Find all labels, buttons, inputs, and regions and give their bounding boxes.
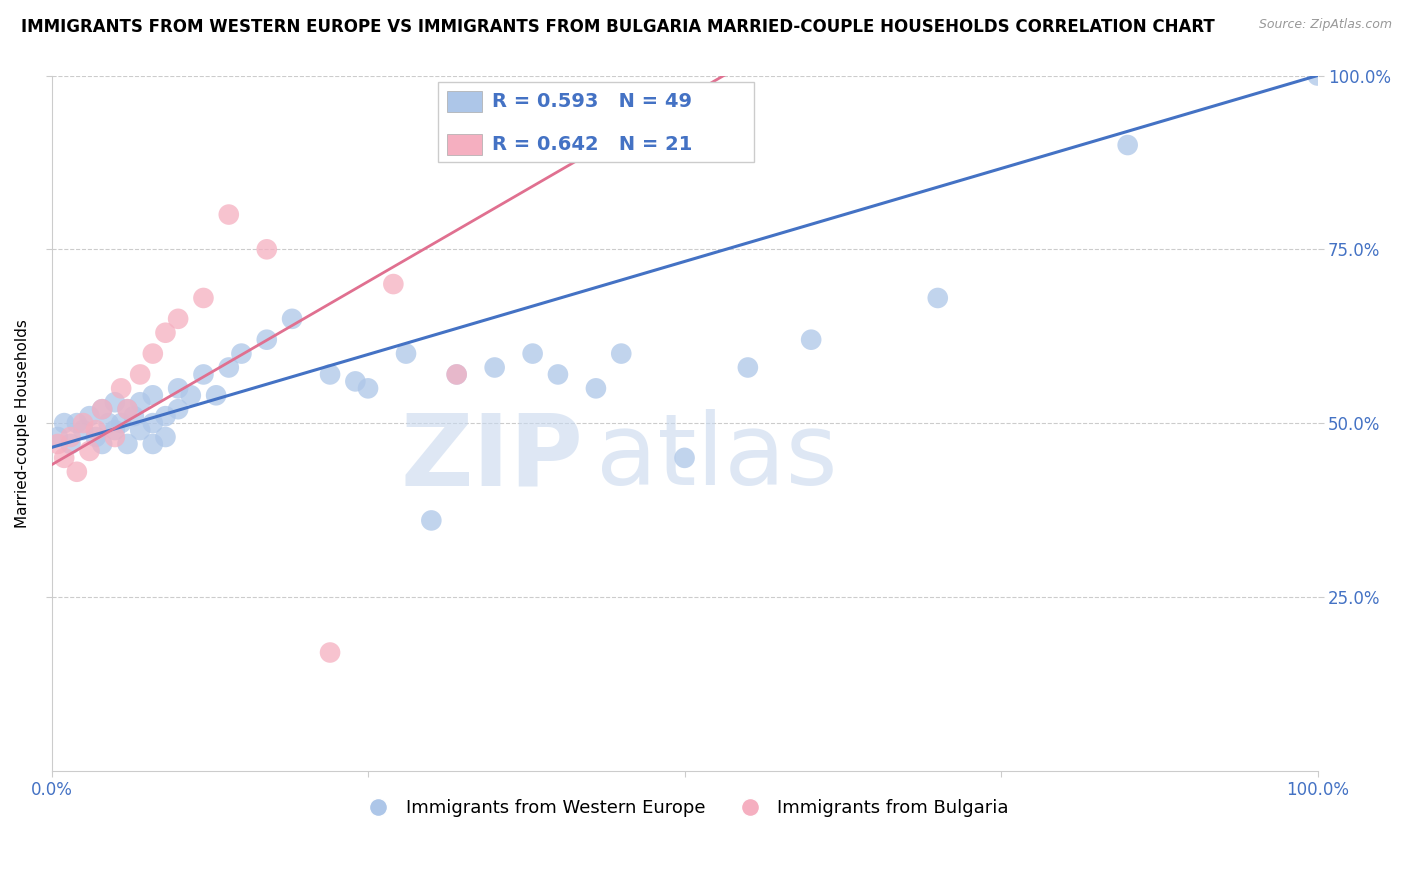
Point [180,388,202,402]
FancyBboxPatch shape [437,82,754,162]
Text: Source: ZipAtlas.com: Source: ZipAtlas.com [1258,18,1392,31]
Point [117,402,139,417]
Point [446,368,468,382]
Point [142,416,165,430]
Point [155,409,177,424]
Point [167,402,190,417]
Point [66,416,89,430]
Point [1306,69,1329,83]
Point [142,437,165,451]
Point [46,430,69,444]
Text: R = 0.642   N = 21: R = 0.642 N = 21 [492,135,693,153]
Point [218,360,240,375]
Point [72,423,94,437]
Point [319,646,342,660]
Point [522,346,544,360]
Point [585,381,607,395]
Point [205,388,228,402]
Point [122,409,145,424]
Point [104,395,127,409]
Point [117,437,139,451]
Point [193,291,215,305]
FancyBboxPatch shape [447,134,482,155]
Point [91,402,114,417]
Point [53,416,76,430]
Point [167,311,190,326]
Point [155,326,177,340]
Point [547,368,569,382]
Text: ZIP: ZIP [401,409,583,507]
Point [91,402,114,417]
Point [142,388,165,402]
Legend: Immigrants from Western Europe, Immigrants from Bulgaria: Immigrants from Western Europe, Immigran… [353,792,1017,824]
Point [97,416,120,430]
Point [53,450,76,465]
Point [117,402,139,417]
Point [79,409,101,424]
Point [1116,138,1139,153]
Y-axis label: Married-couple Households: Married-couple Households [15,318,30,527]
Point [59,430,82,444]
Point [484,360,506,375]
Point [104,423,127,437]
Point [84,423,107,437]
Point [420,513,443,527]
Text: IMMIGRANTS FROM WESTERN EUROPE VS IMMIGRANTS FROM BULGARIA MARRIED-COUPLE HOUSEH: IMMIGRANTS FROM WESTERN EUROPE VS IMMIGR… [21,18,1215,36]
Point [72,416,94,430]
Text: atlas: atlas [596,409,838,507]
Point [84,430,107,444]
Point [256,242,278,256]
Point [129,368,152,382]
Point [79,444,101,458]
Point [142,346,165,360]
Point [155,430,177,444]
Point [231,346,253,360]
Point [446,368,468,382]
Point [59,437,82,451]
Point [319,368,342,382]
Point [218,208,240,222]
Point [104,430,127,444]
Point [281,311,304,326]
Point [46,437,69,451]
Point [129,423,152,437]
Point [395,346,418,360]
Point [357,381,380,395]
Point [927,291,949,305]
Point [800,333,823,347]
Point [167,381,190,395]
Point [256,333,278,347]
Text: R = 0.593   N = 49: R = 0.593 N = 49 [492,92,692,111]
Point [110,381,132,395]
Point [66,465,89,479]
FancyBboxPatch shape [447,91,482,112]
Point [110,416,132,430]
Point [344,375,367,389]
Point [193,368,215,382]
Point [129,395,152,409]
Point [737,360,759,375]
Point [91,437,114,451]
Point [673,450,696,465]
Point [382,277,405,291]
Point [610,346,633,360]
